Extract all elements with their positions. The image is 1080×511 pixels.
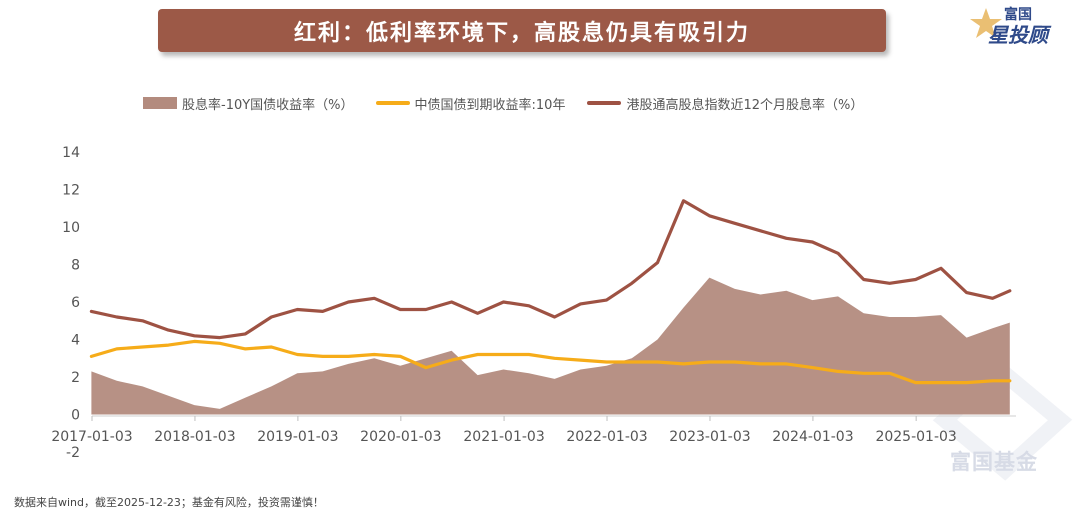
x-tick-label: 2023-01-03 bbox=[669, 429, 750, 445]
brand-logo: 富国 星投顾 bbox=[970, 6, 1052, 47]
y-tick-label: 4 bbox=[71, 333, 80, 349]
brand-line2: 星投顾 bbox=[988, 23, 1052, 47]
y-tick-label: 10 bbox=[62, 220, 80, 236]
x-tick-label: 2019-01-03 bbox=[257, 429, 338, 445]
star-icon bbox=[970, 8, 1002, 38]
watermark-text: 富国基金 bbox=[950, 450, 1038, 474]
x-tick-label: 2017-01-03 bbox=[51, 429, 132, 445]
page-title: 红利：低利率环境下，高股息仍具有吸引力 bbox=[293, 20, 750, 46]
legend-item-bond: 中债国债到期收益率:10年 bbox=[375, 94, 566, 113]
series-line-bond-yield bbox=[89, 339, 1012, 385]
y-tick-label: -2 bbox=[66, 445, 80, 461]
y-tick-label: 6 bbox=[71, 295, 80, 311]
legend-item-dividend: 港股通高股息指数近12个月股息率（%） bbox=[587, 94, 863, 113]
y-tick-label: 2 bbox=[71, 370, 80, 386]
x-tick-label: 2025-01-03 bbox=[875, 429, 956, 445]
legend-label-dividend: 港股通高股息指数近12个月股息率（%） bbox=[626, 97, 864, 113]
x-axis: 2017-01-03 2018-01-03 2019-01-03 2020-01-03… bbox=[51, 415, 1016, 445]
x-tick-label: 2024-01-03 bbox=[772, 429, 853, 445]
legend-item-spread: 股息率-10Y国债收益率（%） bbox=[143, 94, 354, 113]
y-tick-label: 0 bbox=[71, 408, 80, 424]
x-tick-label: 2021-01-03 bbox=[463, 429, 544, 445]
legend-swatch-bond bbox=[375, 101, 410, 105]
chart-legend: 股息率-10Y国债收益率（%） 中债国债到期收益率:10年 港股通高股息指数近1… bbox=[143, 94, 885, 113]
brand-line1: 富国 bbox=[1004, 6, 1032, 23]
x-tick-label: 2018-01-03 bbox=[154, 429, 235, 445]
y-tick-label: 8 bbox=[71, 258, 80, 274]
legend-swatch-dividend bbox=[587, 101, 622, 105]
series-area-spread bbox=[91, 277, 1010, 415]
plot-area bbox=[89, 199, 1012, 415]
x-tick-label: 2022-01-03 bbox=[566, 429, 647, 445]
y-tick-label: 14 bbox=[62, 145, 80, 161]
legend-label-bond: 中债国债到期收益率:10年 bbox=[414, 97, 566, 113]
y-tick-label: 12 bbox=[62, 183, 80, 199]
legend-label-spread: 股息率-10Y国债收益率（%） bbox=[182, 97, 354, 113]
x-tick-label: 2020-01-03 bbox=[360, 429, 441, 445]
title-banner: 红利：低利率环境下，高股息仍具有吸引力 bbox=[158, 9, 886, 52]
y-axis: -2 0 2 4 6 8 10 12 14 bbox=[62, 145, 80, 461]
series-line-dividend-yield bbox=[89, 199, 1012, 340]
legend-swatch-spread bbox=[143, 97, 177, 109]
footnote: 数据来自wind，截至2025-12-23；基金有风险，投资需谨慎！ bbox=[14, 496, 324, 509]
